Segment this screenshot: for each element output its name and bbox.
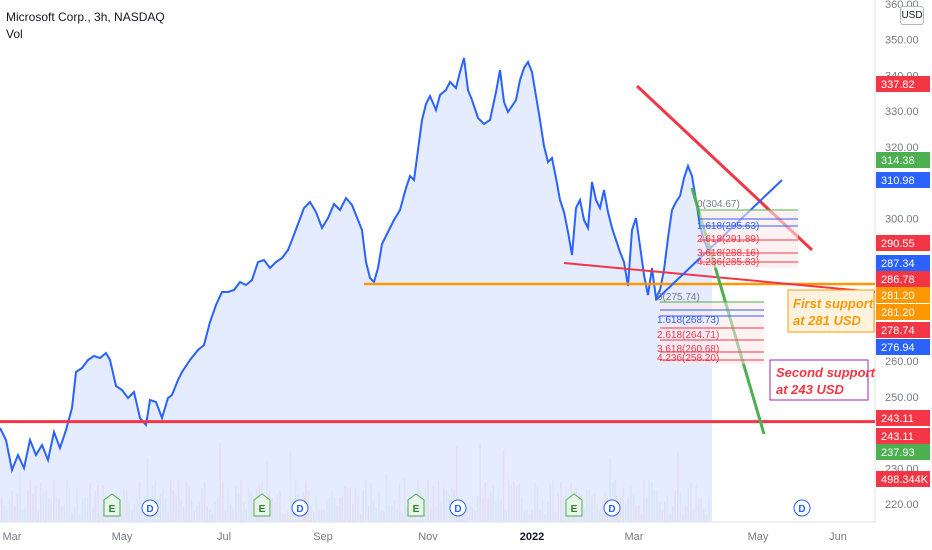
price-label-text: 237.93 <box>881 447 915 459</box>
annotation-first-support-text: First support <box>793 296 874 311</box>
fib-lower-label: 4.236(258.20) <box>657 353 719 364</box>
price-label-tag <box>876 255 930 271</box>
x-tick-label: May <box>748 531 769 543</box>
dividend-marker-shape <box>449 499 467 517</box>
annotation-second-support-text: at 243 USD <box>776 382 845 397</box>
event-marker-e: E <box>253 493 271 517</box>
event-marker-d: D <box>291 499 309 517</box>
fib-upper-zone <box>700 210 798 268</box>
event-marker-label: D <box>296 504 303 515</box>
annotation-second-support-text: Second support <box>776 365 876 380</box>
fib-upper-label: 0(304.67) <box>697 199 740 210</box>
price-label-text: 281.20 <box>881 290 915 302</box>
earnings-marker-shape <box>103 493 121 517</box>
currency-selector[interactable]: USD <box>900 6 924 25</box>
event-marker-d: D <box>141 499 159 517</box>
price-label-tag <box>876 235 930 251</box>
price-area-fill <box>0 58 712 522</box>
dividend-marker-shape <box>603 499 621 517</box>
event-marker-e: E <box>103 493 121 517</box>
price-line <box>0 57 713 474</box>
price-label-text: 281.20 <box>881 307 915 319</box>
price-label-tag <box>876 76 930 92</box>
price-label-tag <box>876 444 930 460</box>
y-tick-label: 220.00 <box>885 499 919 511</box>
price-label-tag <box>876 322 930 338</box>
fib-upper-label: 4.236(285.83) <box>697 257 759 268</box>
y-tick-label: 260.00 <box>885 356 919 368</box>
annotation-second-support-box <box>769 359 869 401</box>
y-tick-label: 330.00 <box>885 106 919 118</box>
x-tick-label: Nov <box>418 531 438 543</box>
fib-lower-label: 3.618(260.68) <box>657 344 719 355</box>
event-marker-label: D <box>146 504 153 515</box>
event-marker-d: D <box>449 499 467 517</box>
fib-upper-label: 1.618(295.63) <box>697 221 759 232</box>
price-label-text: 276.94 <box>881 342 915 354</box>
earnings-marker-shape <box>253 493 271 517</box>
fib-lower-zone <box>660 302 764 364</box>
fib-upper-label: 3.618(288.16) <box>697 248 759 259</box>
price-label-tag <box>876 410 930 426</box>
event-marker-label: E <box>259 504 266 515</box>
event-marker-d: D <box>603 499 621 517</box>
event-marker-label: D <box>608 504 615 515</box>
dividend-marker-shape <box>141 499 159 517</box>
event-marker-label: E <box>413 504 420 515</box>
event-marker-e: E <box>407 493 425 517</box>
price-label-text: 498.344K <box>881 474 929 486</box>
earnings-marker-shape <box>407 493 425 517</box>
chart-symbol-title: Microsoft Corp., 3h, NASDAQ <box>6 10 165 24</box>
price-label-text: 314.38 <box>881 155 915 167</box>
price-label-tag <box>876 304 930 320</box>
price-label-tag <box>876 339 930 355</box>
event-marker-e: E <box>565 493 583 517</box>
event-marker-d: D <box>793 499 811 517</box>
price-label-tag <box>876 287 930 303</box>
price-label-tag <box>876 152 930 168</box>
fib-lower-label: 2.618(264.71) <box>657 330 719 341</box>
price-label-text: 278.74 <box>881 325 915 337</box>
y-tick-label: 300.00 <box>885 213 919 225</box>
y-tick-label: 350.00 <box>885 35 919 47</box>
price-label-text: 337.82 <box>881 79 915 91</box>
volume-indicator-label: Vol <box>6 27 23 41</box>
price-label-text: 287.34 <box>881 258 915 270</box>
event-marker-label: E <box>571 504 578 515</box>
price-label-tag <box>876 471 930 487</box>
event-marker-label: D <box>454 504 461 515</box>
y-tick-label: 320.00 <box>885 142 919 154</box>
fib-upper-label: 2.618(291.89) <box>697 234 759 245</box>
price-label-tag <box>876 428 930 444</box>
fib-lower-label: 1.618(268.73) <box>657 315 719 326</box>
price-label-text: 310.98 <box>881 175 915 187</box>
fib-lower-label: 0(275.74) <box>657 292 700 303</box>
price-label-text: 286.78 <box>881 274 915 286</box>
x-tick-label: Mar <box>625 531 644 543</box>
price-label-text: 243.11 <box>881 431 914 443</box>
x-tick-label: Mar <box>3 531 22 543</box>
earnings-marker-shape <box>565 493 583 517</box>
x-tick-label: 2022 <box>520 531 544 543</box>
y-tick-label: 250.00 <box>885 392 919 404</box>
dividend-marker-shape <box>291 499 309 517</box>
x-tick-label: Sep <box>313 531 333 543</box>
annotation-first-support-box <box>787 289 875 333</box>
x-tick-label: May <box>112 531 133 543</box>
annotation-first-support-text: at 281 USD <box>793 313 862 328</box>
price-label-text: 243.11 <box>881 413 914 425</box>
dividend-marker-shape <box>793 499 811 517</box>
price-label-text: 290.55 <box>881 238 915 250</box>
x-tick-label: Jul <box>217 531 231 543</box>
price-label-tag <box>876 271 930 287</box>
event-marker-label: E <box>109 504 116 515</box>
x-tick-label: Jun <box>829 531 847 543</box>
price-label-tag <box>876 172 930 188</box>
event-marker-label: D <box>798 504 805 515</box>
y-tick-label: 360.00 <box>885 0 919 11</box>
